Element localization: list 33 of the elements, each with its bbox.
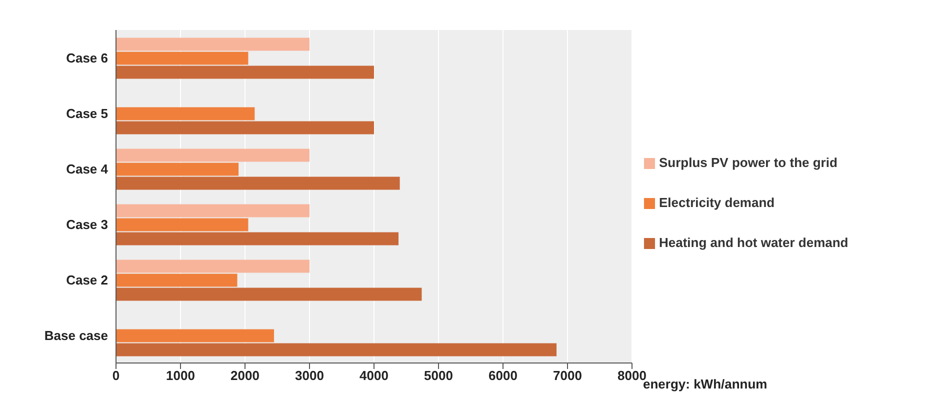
x-tick-label: 0	[112, 368, 120, 384]
bar	[116, 162, 239, 176]
y-tick-label: Case 5	[66, 106, 108, 121]
bar	[116, 329, 274, 342]
legend-label: Electricity demand	[659, 194, 775, 210]
bar	[116, 66, 374, 79]
bar	[116, 204, 310, 218]
x-tick-label: 6000	[488, 368, 518, 384]
bar	[116, 274, 238, 287]
bar	[116, 52, 248, 65]
legend-label: Heating and hot water demand	[659, 234, 848, 250]
x-tick-label: 5000	[424, 368, 453, 384]
x-tick-label: 7000	[553, 368, 582, 384]
x-tick-label: 3000	[295, 368, 324, 384]
legend-label: Surplus PV power to the grid	[659, 154, 838, 170]
y-tick-label: Case 6	[66, 50, 108, 66]
bar	[116, 176, 400, 190]
bar	[116, 218, 248, 232]
x-tick-label: 4000	[360, 368, 388, 384]
y-tick-label: Case 3	[66, 216, 108, 232]
bar	[116, 288, 422, 301]
y-tick-label: Base case	[44, 328, 108, 343]
y-tick-label: Case 4	[66, 161, 109, 176]
bar	[116, 343, 557, 356]
x-tick-label: 1000	[166, 368, 195, 384]
bar	[116, 107, 255, 120]
bar	[116, 148, 310, 162]
bar	[116, 121, 374, 134]
bar	[116, 38, 310, 51]
y-tick-label: Case 2	[66, 272, 108, 288]
bar	[116, 260, 310, 273]
bar	[116, 232, 399, 246]
x-tick-label: 2000	[230, 368, 260, 384]
